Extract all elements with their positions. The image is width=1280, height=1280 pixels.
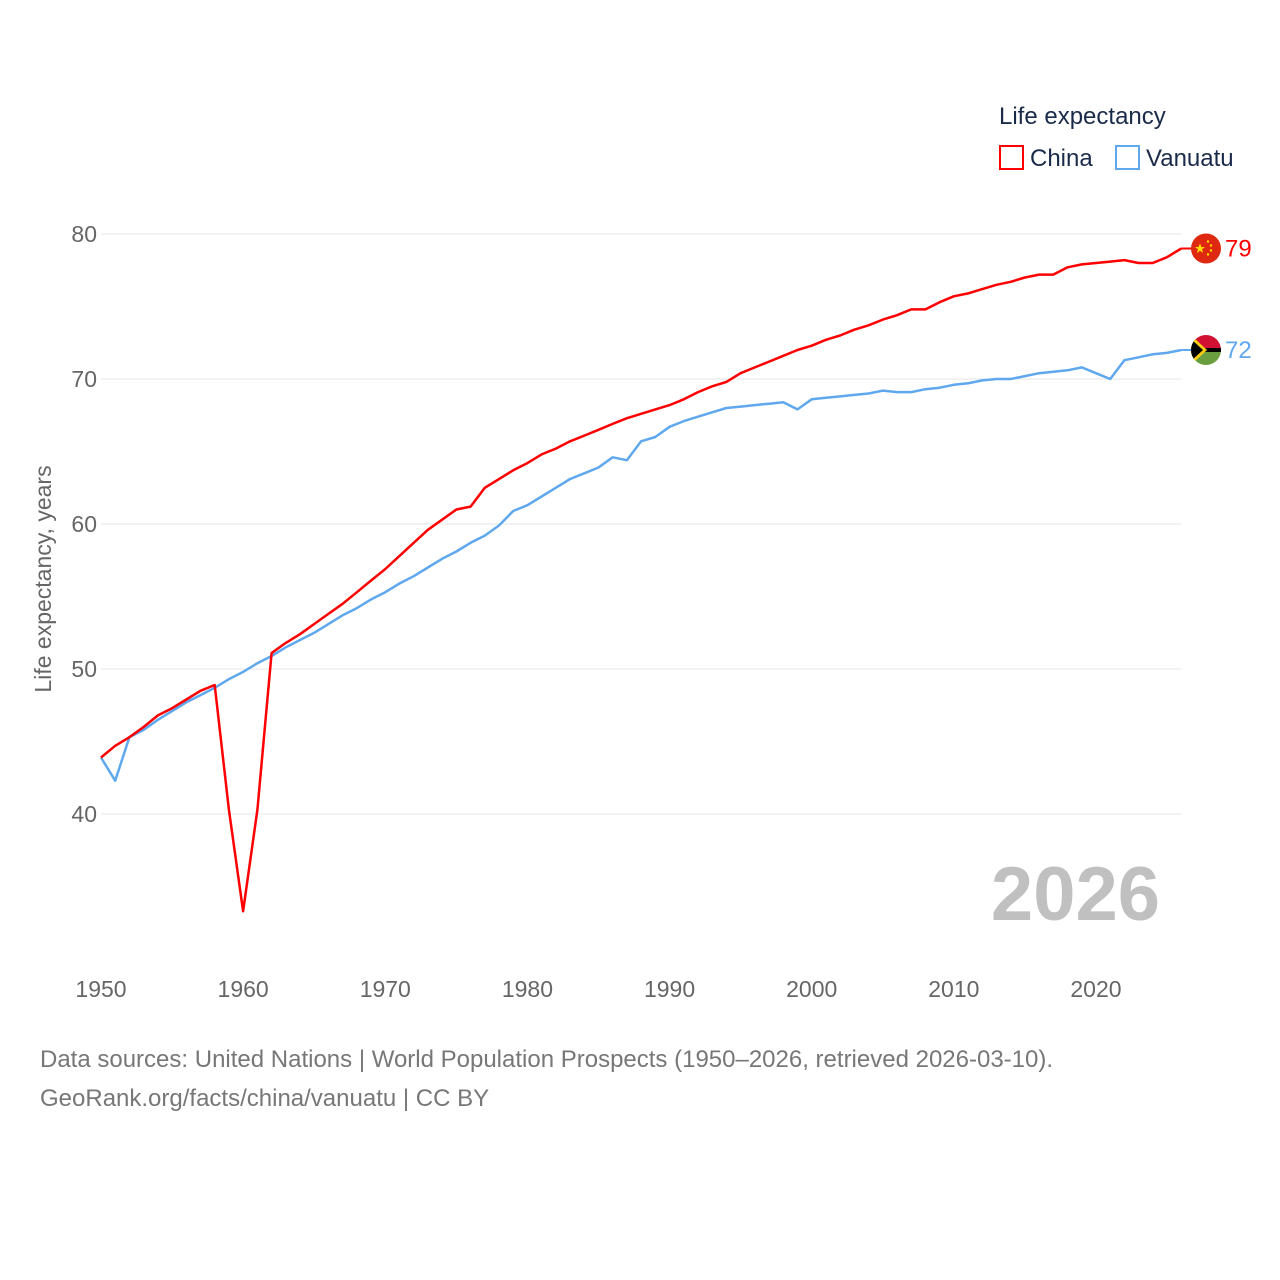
legend-label-china: China (1030, 145, 1093, 172)
legend-title: Life expectancy (999, 103, 1166, 130)
y-tick-label: 50 (71, 656, 97, 682)
legend-swatch-vanuatu (1115, 145, 1140, 170)
vanuatu-flag-icon (1191, 335, 1221, 365)
x-tick-label: 1970 (360, 976, 411, 1002)
series-line-china (100, 247, 1182, 913)
x-tick-label: 2000 (786, 976, 837, 1002)
y-axis-label: Life expectancy, years (30, 465, 56, 692)
end-value-china: 79 (1225, 236, 1252, 263)
line-chart: 40 50 60 70 80 1950 1960 1970 1980 1990 2000 2010 2… (30, 103, 1252, 1002)
source-text: Data sources: United Nations | World Pop… (40, 1046, 1054, 1073)
x-tick-label: 1960 (218, 976, 269, 1002)
year-watermark: 2026 (991, 852, 1160, 937)
end-value-vanuatu: 72 (1225, 337, 1252, 364)
x-tick-label: 1980 (502, 976, 553, 1002)
y-tick-label: 80 (71, 221, 97, 247)
y-tick-label: 60 (71, 511, 97, 537)
series-line-vanuatu (99, 348, 1182, 782)
legend-label-vanuatu: Vanuatu (1146, 145, 1234, 172)
x-tick-label: 1990 (644, 976, 695, 1002)
legend-item-vanuatu[interactable]: Vanuatu (1115, 145, 1234, 172)
x-tick-label: 2010 (928, 976, 979, 1002)
x-tick-label: 1950 (75, 976, 126, 1002)
china-flag-icon (1191, 233, 1221, 264)
x-tick-label: 2020 (1070, 976, 1121, 1002)
legend-swatch-china (999, 145, 1024, 170)
legend-item-china[interactable]: China (999, 145, 1093, 172)
source-link[interactable]: GeoRank.org/facts/china/vanuatu | CC BY (40, 1085, 490, 1112)
y-tick-label: 40 (71, 801, 97, 827)
y-tick-label: 70 (71, 366, 97, 392)
